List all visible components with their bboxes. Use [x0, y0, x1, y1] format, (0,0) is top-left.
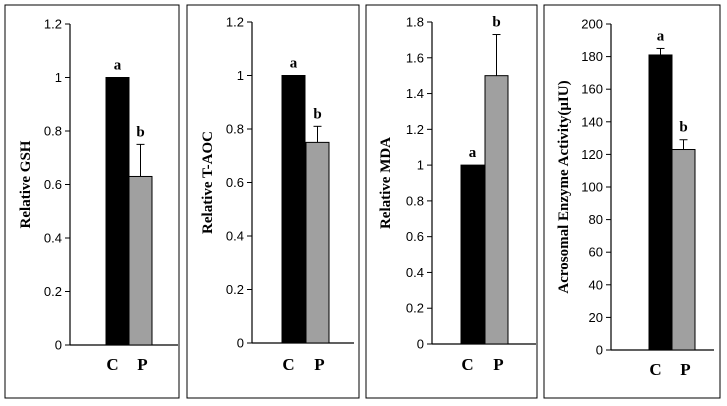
- bar-P: [671, 149, 696, 351]
- y-tick-label: 1: [55, 70, 62, 85]
- y-tick-label: 0.6: [406, 229, 424, 244]
- significance-letter: b: [136, 124, 144, 140]
- y-tick-label: 60: [589, 245, 603, 260]
- y-tick-label: 0.8: [226, 122, 244, 137]
- y-tick-label: 0.4: [44, 231, 62, 246]
- category-label: P: [493, 355, 503, 374]
- chart-panel-2: 0 0.2 0.4 0.6 0.8 1 1.2 Relative T-AOC a Cb P: [186, 4, 360, 399]
- y-tick-label: 1: [237, 68, 244, 83]
- y-tick-label: 1: [417, 158, 424, 173]
- y-tick-label: 80: [589, 212, 603, 227]
- category-label: C: [282, 355, 294, 374]
- significance-letter: b: [313, 106, 321, 122]
- y-tick-label: 160: [581, 82, 603, 97]
- bar-P: [484, 75, 509, 345]
- significance-letter: a: [114, 58, 122, 74]
- y-axis-label: Acrosomal Enzyme Activity(μIU): [556, 80, 572, 293]
- y-tick-label: 0: [417, 337, 424, 352]
- y-tick-label: 1.6: [406, 50, 424, 65]
- y-tick-label: 1.4: [406, 86, 424, 101]
- category-label: C: [106, 355, 118, 374]
- y-tick-label: 1.2: [44, 17, 62, 32]
- chart-panel-1: 0 0.2 0.4 0.6 0.8 1 1.2 Relative GSH a Cb P: [4, 4, 180, 399]
- bar-C: [105, 77, 130, 346]
- bar-C: [281, 75, 306, 344]
- y-axis-label: Relative GSH: [18, 140, 34, 228]
- y-tick-label: 20: [589, 310, 603, 325]
- bar-P: [128, 175, 153, 346]
- y-tick-label: 0.6: [44, 177, 62, 192]
- category-label: P: [314, 355, 324, 374]
- y-axis-label: Relative T-AOC: [200, 131, 216, 234]
- panel-frame: [186, 4, 360, 399]
- y-tick-label: 0.8: [44, 124, 62, 139]
- y-tick-label: 0.2: [44, 284, 62, 299]
- y-tick-label: 0.8: [406, 193, 424, 208]
- y-tick-label: 0.2: [226, 282, 244, 297]
- y-tick-label: 1.8: [406, 15, 424, 30]
- y-tick-label: 200: [581, 17, 603, 32]
- y-tick-label: 0: [596, 343, 603, 358]
- bar-C: [460, 164, 485, 345]
- y-tick-label: 0.4: [406, 265, 424, 280]
- y-tick-label: 140: [581, 114, 603, 129]
- category-label: P: [680, 360, 690, 379]
- y-tick-label: 0.2: [406, 301, 424, 316]
- significance-letter: a: [290, 56, 298, 72]
- chart-panel-3: 0 0.2 0.4 0.6 0.8 1 1.2 1.4 1.6 1.8 Relative MDA a C…: [365, 4, 538, 399]
- y-tick-label: 100: [581, 180, 603, 195]
- chart-panel-4: 0 20 40 60 80 100 120 140 160 180 200 Acrosomal Enz…: [543, 4, 721, 399]
- category-label: C: [649, 360, 661, 379]
- significance-letter: a: [657, 28, 665, 44]
- y-tick-label: 1.2: [226, 15, 244, 30]
- y-tick-label: 180: [581, 49, 603, 64]
- y-tick-label: 0: [237, 336, 244, 351]
- significance-letter: b: [679, 120, 687, 136]
- bar-C: [648, 54, 673, 351]
- y-axis-label: Relative MDA: [378, 137, 394, 229]
- y-tick-label: 40: [589, 277, 603, 292]
- y-tick-label: 0.4: [226, 229, 244, 244]
- significance-letter: b: [492, 15, 500, 31]
- y-tick-label: 120: [581, 147, 603, 162]
- category-label: C: [461, 355, 473, 374]
- significance-letter: a: [469, 145, 477, 161]
- y-tick-label: 1.2: [406, 122, 424, 137]
- y-tick-label: 0: [55, 338, 62, 353]
- bar-P: [305, 141, 330, 344]
- y-tick-label: 0.6: [226, 175, 244, 190]
- category-label: P: [137, 355, 147, 374]
